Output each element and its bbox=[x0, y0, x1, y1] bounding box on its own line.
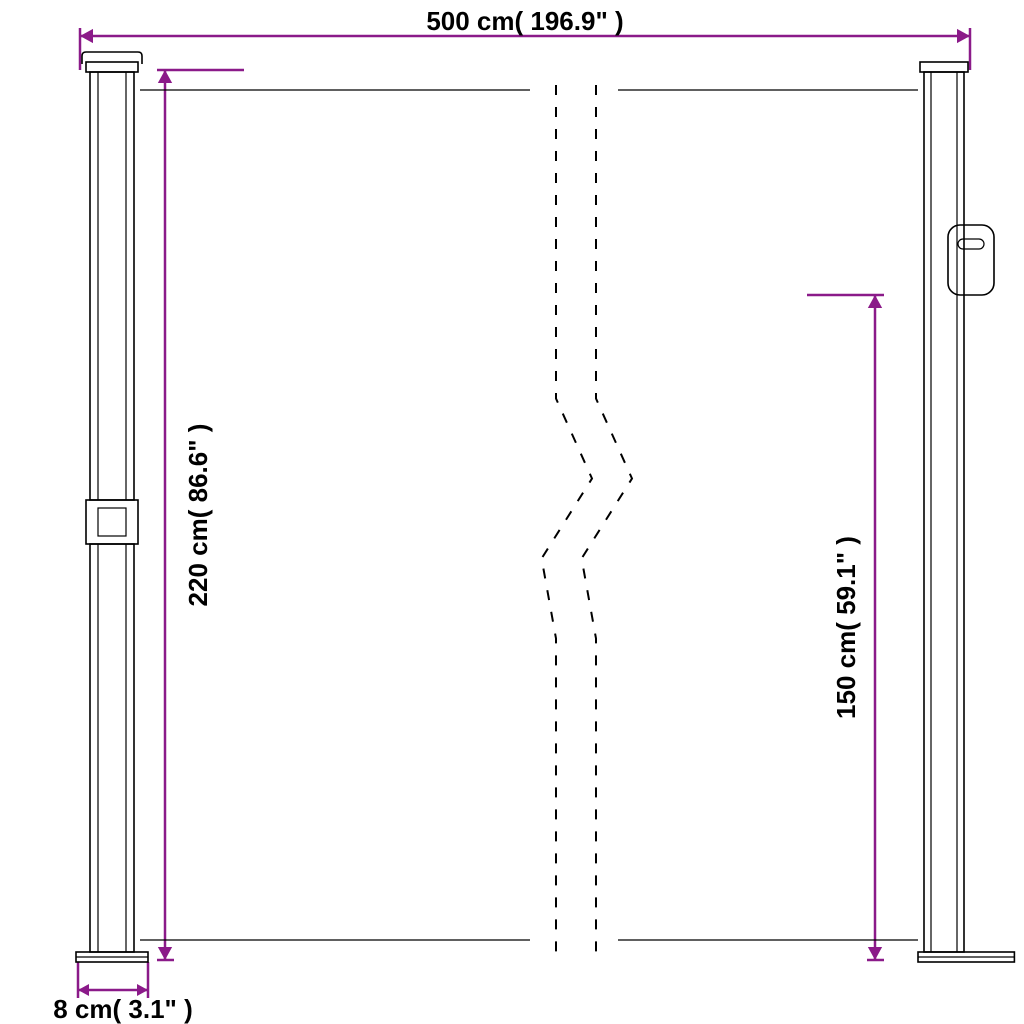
pull-handle bbox=[948, 225, 994, 295]
width-dimension-label: 500 cm( 196.9" ) bbox=[426, 6, 623, 36]
height-left-dimension-label: 220 cm( 86.6" ) bbox=[183, 424, 213, 607]
left-post bbox=[76, 52, 148, 962]
break-line-left bbox=[542, 85, 592, 952]
break-line-right bbox=[582, 85, 632, 952]
height-right-dimension-label: 150 cm( 59.1" ) bbox=[831, 536, 861, 719]
right-post bbox=[918, 62, 1014, 962]
depth-dimension-label: 8 cm( 3.1" ) bbox=[53, 994, 193, 1024]
